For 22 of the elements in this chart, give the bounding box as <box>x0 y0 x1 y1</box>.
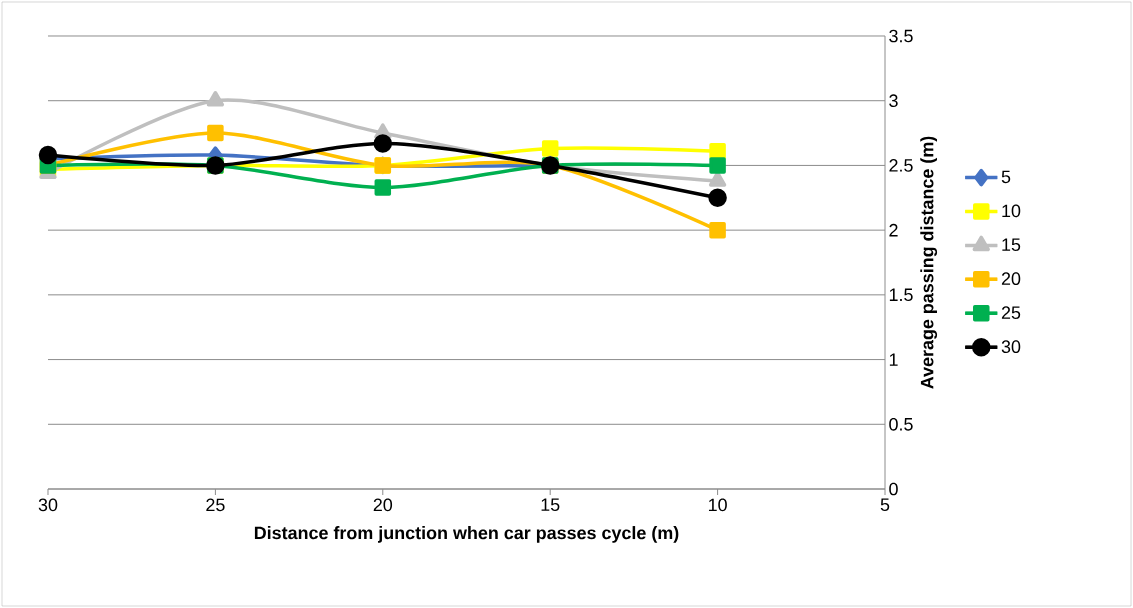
legend-label: 20 <box>1001 272 1021 285</box>
x-tick-label: 10 <box>708 498 727 512</box>
x-tick-label: 5 <box>880 498 890 512</box>
legend-label: 30 <box>1001 340 1021 353</box>
y-axis-title: Average passing distance (m) <box>920 136 938 389</box>
y-tick-label: 2.5 <box>889 159 913 172</box>
y-tick-label: 3.5 <box>889 29 913 43</box>
y-tick-label: 0 <box>889 482 898 496</box>
x-tick-label: 20 <box>373 498 393 512</box>
legend-label: 10 <box>1002 204 1021 218</box>
y-tick-label: 0.5 <box>889 417 913 431</box>
x-tick-label: 25 <box>206 498 225 512</box>
legend-label: 25 <box>1001 306 1021 319</box>
x-tick-label: 15 <box>541 498 560 512</box>
y-tick-label: 3 <box>889 94 898 108</box>
legend-label: 5 <box>1001 170 1011 184</box>
x-axis-title: Distance from junction when car passes cycle (m) <box>254 526 679 543</box>
y-tick-label: 1.5 <box>889 288 913 302</box>
x-tick-label: 30 <box>38 498 58 512</box>
legend-label: 15 <box>1002 238 1021 251</box>
y-tick-label: 2 <box>889 223 898 237</box>
y-tick-label: 1 <box>889 353 898 366</box>
